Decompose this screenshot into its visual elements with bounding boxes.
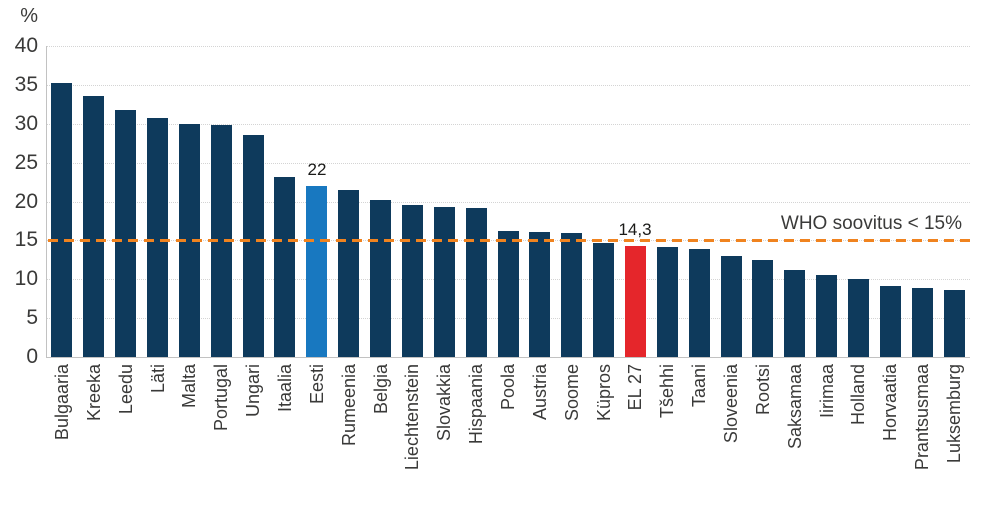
bar-l-ti bbox=[147, 118, 168, 357]
x-label-sloveenia: Sloveenia bbox=[721, 364, 741, 444]
bar-belgia bbox=[370, 200, 391, 357]
bar-liechtenstein bbox=[402, 205, 423, 357]
x-label-luksemburg: Luksemburg bbox=[944, 364, 964, 464]
bar-saksamaa bbox=[784, 270, 805, 357]
y-tick-label-15: 15 bbox=[14, 228, 38, 251]
who-reference-line bbox=[48, 239, 970, 242]
gridline-35 bbox=[46, 85, 970, 86]
bar-leedu bbox=[115, 110, 136, 357]
y-axis-unit-label: % bbox=[20, 5, 38, 27]
bar-taani bbox=[689, 249, 710, 357]
gridline-25 bbox=[46, 163, 970, 164]
y-tick-label-40: 40 bbox=[14, 34, 38, 57]
x-label-prantsusmaa: Prantsusmaa bbox=[912, 364, 932, 471]
gridline-30 bbox=[46, 124, 970, 125]
gridline-20 bbox=[46, 202, 970, 203]
bar-poola bbox=[498, 231, 519, 357]
bar-rootsi bbox=[752, 260, 773, 357]
bar-value-label-el-27: 14,3 bbox=[618, 220, 652, 239]
x-label-l-ti: Läti bbox=[148, 364, 168, 394]
bar-rumeenia bbox=[338, 190, 359, 357]
x-label-itaalia: Itaalia bbox=[275, 364, 295, 413]
bar-sloveenia bbox=[721, 256, 742, 357]
gridline-40 bbox=[46, 46, 970, 47]
bar-bulgaaria bbox=[51, 83, 72, 357]
x-label-bulgaaria: Bulgaaria bbox=[52, 364, 72, 441]
x-label-hispaania: Hispaania bbox=[466, 364, 486, 445]
bar-value-label-eesti: 22 bbox=[307, 160, 327, 179]
x-label-soome: Soome bbox=[562, 364, 582, 422]
bar-prantsusmaa bbox=[912, 288, 933, 357]
y-tick-label-20: 20 bbox=[14, 190, 38, 213]
x-label-iirimaa: Iirimaa bbox=[817, 364, 837, 419]
x-label-eesti: Eesti bbox=[307, 364, 327, 405]
y-tick-label-30: 30 bbox=[14, 112, 38, 135]
bar-itaalia bbox=[274, 177, 295, 357]
bar-k-pros bbox=[593, 243, 614, 357]
y-tick-label-35: 35 bbox=[14, 73, 38, 96]
y-tick-label-25: 25 bbox=[14, 151, 38, 174]
bar-hispaania bbox=[466, 208, 487, 357]
y-tick-label-0: 0 bbox=[26, 345, 38, 368]
bar-el-27 bbox=[625, 246, 646, 357]
y-tick-label-5: 5 bbox=[26, 306, 38, 329]
bar-t-ehhi bbox=[657, 247, 678, 357]
x-label-taani: Taani bbox=[689, 364, 709, 408]
x-label-slovakkia: Slovakkia bbox=[434, 364, 454, 442]
x-label-austria: Austria bbox=[530, 364, 550, 421]
x-label-rootsi: Rootsi bbox=[753, 364, 773, 416]
bar-kreeka bbox=[83, 96, 104, 357]
bar-slovakkia bbox=[434, 207, 455, 357]
bar-eesti bbox=[306, 186, 327, 357]
bar-holland bbox=[848, 279, 869, 357]
bar-austria bbox=[529, 232, 550, 357]
x-label-k-pros: Küpros bbox=[594, 364, 614, 422]
bar-luksemburg bbox=[944, 290, 965, 357]
x-label-t-ehhi: Tšehhi bbox=[657, 364, 677, 419]
x-label-poola: Poola bbox=[498, 364, 518, 411]
bar-ungari bbox=[243, 135, 264, 357]
x-label-leedu: Leedu bbox=[116, 364, 136, 415]
y-tick-label-10: 10 bbox=[14, 267, 38, 290]
x-label-kreeka: Kreeka bbox=[84, 364, 104, 422]
x-axis-baseline bbox=[46, 357, 970, 358]
x-label-liechtenstein: Liechtenstein bbox=[402, 364, 422, 471]
x-label-saksamaa: Saksamaa bbox=[785, 364, 805, 450]
bar-soome bbox=[561, 233, 582, 357]
bar-horvaatia bbox=[880, 286, 901, 357]
x-label-holland: Holland bbox=[848, 364, 868, 426]
x-label-rumeenia: Rumeenia bbox=[339, 364, 359, 447]
who-reference-label: WHO soovitus < 15% bbox=[780, 213, 962, 234]
x-label-malta: Malta bbox=[179, 364, 199, 409]
x-label-horvaatia: Horvaatia bbox=[880, 364, 900, 442]
x-label-portugal: Portugal bbox=[211, 364, 231, 432]
y-axis-line bbox=[46, 46, 47, 357]
x-label-belgia: Belgia bbox=[371, 364, 391, 415]
bar-iirimaa bbox=[816, 275, 837, 357]
x-label-ungari: Ungari bbox=[243, 364, 263, 418]
x-label-el-27: EL 27 bbox=[625, 364, 645, 411]
